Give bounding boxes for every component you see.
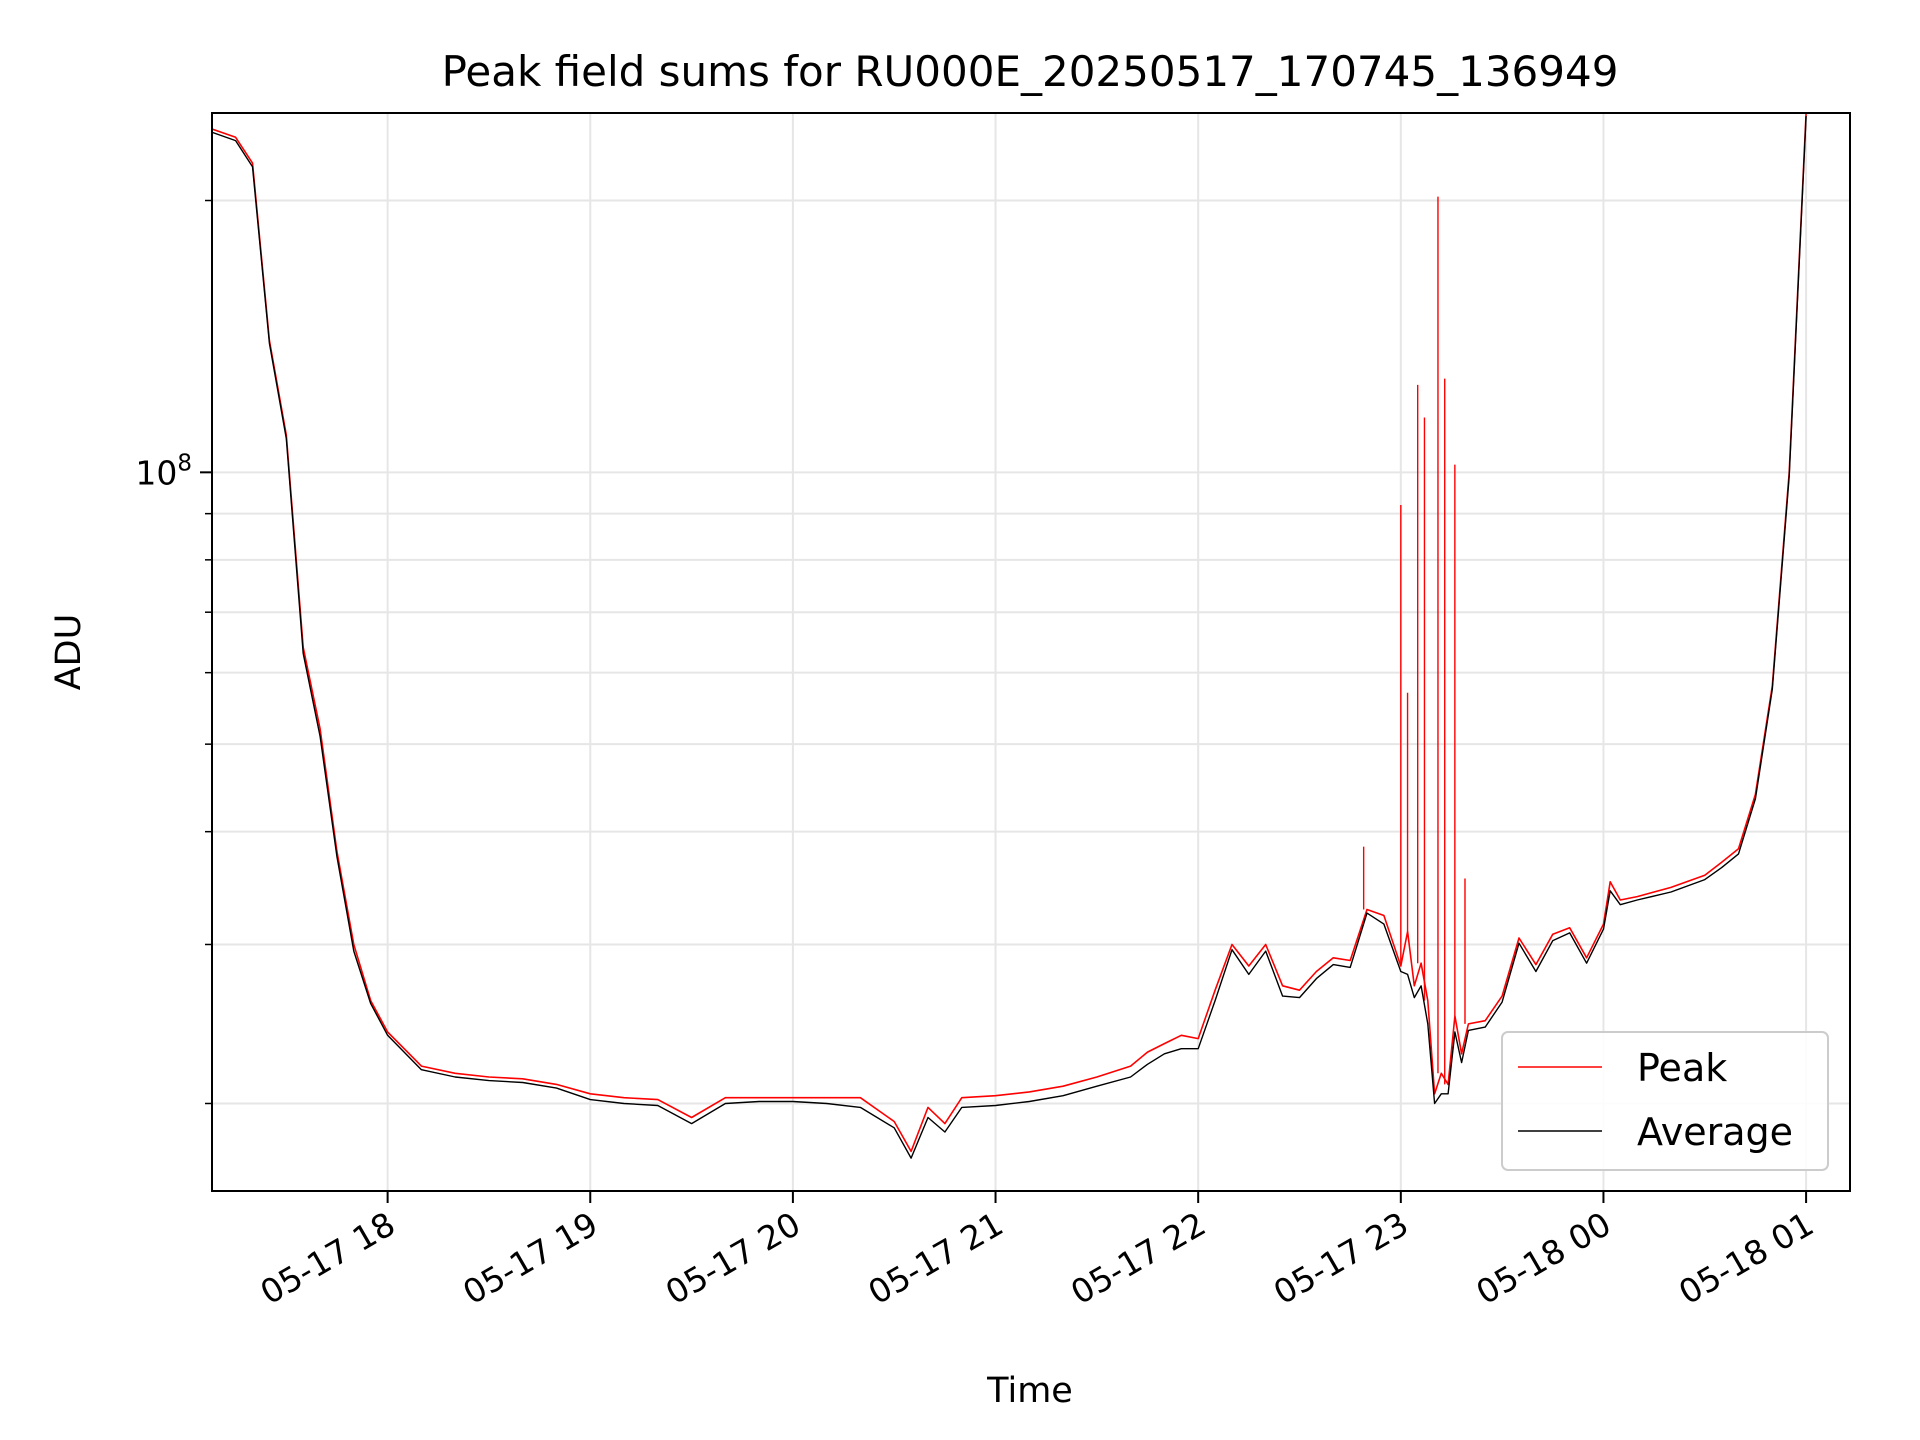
legend-label-peak: Peak [1637, 1046, 1727, 1090]
y-axis-title: ADU [49, 614, 89, 691]
legend: Peak Average [1501, 1031, 1829, 1171]
plot-series [212, 113, 1807, 1159]
series-line-peak [212, 113, 1807, 1153]
y-tick-label: 108 [135, 450, 192, 492]
chart-title: Peak field sums for RU000E_20250517_1707… [442, 47, 1619, 96]
plot-frame [211, 112, 1851, 1192]
x-axis-title: Time [986, 1371, 1073, 1411]
series-line-average [212, 116, 1807, 1159]
grid [212, 113, 1850, 1191]
y-axis-ticks: 108 [135, 199, 212, 1105]
legend-label-average: Average [1637, 1110, 1793, 1154]
